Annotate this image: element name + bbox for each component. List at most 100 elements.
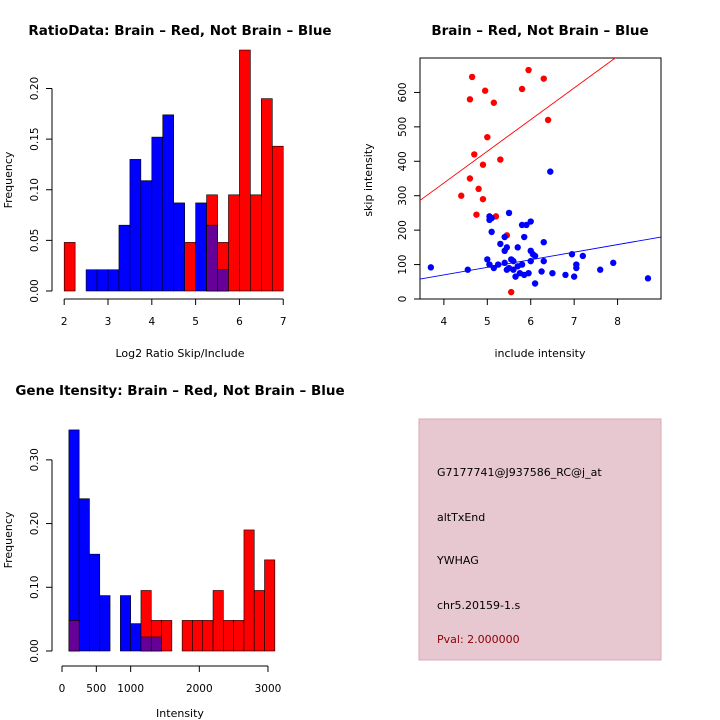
histogram-bar-not-brain — [140, 180, 153, 292]
scatter-point-not-brain — [510, 266, 517, 273]
scatter-point-brain — [475, 185, 482, 193]
ratio-title: RatioData: Brain – Red, Not Brain – Blue — [28, 23, 331, 39]
histogram-bar-overlap — [150, 636, 162, 652]
info-box — [418, 418, 662, 661]
scatter-ylabel: skip intensity — [362, 143, 375, 217]
scatter-point-brain — [544, 116, 552, 124]
scatter-point-not-brain — [527, 218, 534, 225]
histogram-bar-overlap — [68, 620, 80, 652]
scatter-point-not-brain — [531, 252, 539, 260]
x-tick-label: 500 — [86, 683, 106, 695]
scatter-point-not-brain — [547, 168, 554, 175]
scatter-point-not-brain — [644, 275, 652, 282]
histogram-bar-not-brain — [173, 202, 185, 292]
histogram-bar-not-brain — [151, 136, 164, 292]
scatter-point-not-brain — [505, 209, 513, 217]
x-tick-label: 1000 — [117, 683, 144, 695]
histogram-bar-brain — [212, 590, 224, 652]
scatter-xlabel: include intensity — [494, 347, 586, 360]
event-type: altTxEnd — [437, 511, 485, 524]
scatter-point-not-brain — [501, 247, 508, 254]
histogram-bar-not-brain — [195, 202, 207, 292]
pval-text: Pval: 2.000000 — [437, 633, 520, 646]
scatter-point-not-brain — [488, 214, 495, 222]
y-tick-label: 100 — [397, 255, 409, 275]
scatter-point-not-brain — [464, 266, 471, 273]
histogram-bar-not-brain — [120, 595, 131, 652]
scatter-point-brain — [458, 192, 465, 199]
histogram-bar-brain — [184, 242, 196, 292]
histogram-bar-brain — [261, 98, 273, 292]
scatter-title: Brain – Red, Not Brain – Blue — [431, 23, 648, 39]
histogram-bar-brain — [223, 620, 234, 652]
scatter-point-not-brain — [597, 266, 604, 273]
y-tick-label: 0.30 — [29, 448, 41, 471]
histogram-bar-brain — [202, 620, 214, 652]
scatter-point-not-brain — [497, 240, 504, 248]
y-tick-label: 500 — [397, 117, 409, 137]
scatter-point-not-brain — [540, 257, 547, 265]
probe-id: G7177741@J937586_RC@j_at — [437, 466, 602, 479]
scatter-point-brain — [490, 99, 498, 106]
x-tick-label: 2000 — [186, 683, 213, 695]
scatter-point-not-brain — [512, 273, 519, 280]
scatter-point-brain — [466, 175, 474, 182]
histogram-bar-brain — [161, 620, 173, 652]
scatter-point-brain — [525, 66, 532, 74]
scatter-point-brain — [479, 161, 487, 168]
histogram-bar-overlap — [217, 269, 229, 292]
histogram-bar-brain — [250, 194, 262, 292]
y-tick-label: 0.05 — [29, 229, 41, 252]
y-tick-label: 0.20 — [29, 77, 41, 100]
gene-title: Gene Itensity: Brain – Red, Not Brain – … — [15, 383, 344, 399]
scatter-point-not-brain — [488, 228, 495, 236]
scatter-point-not-brain — [610, 259, 617, 267]
scatter-point-brain — [507, 288, 515, 296]
scatter-point-not-brain — [427, 264, 435, 271]
x-tick-label: 7 — [280, 316, 287, 328]
histogram-bar-not-brain — [129, 159, 142, 292]
scatter-point-brain — [540, 75, 547, 82]
y-tick-label: 0.10 — [29, 178, 41, 201]
y-tick-label: 0 — [397, 296, 409, 303]
histogram-bar-brain — [264, 559, 276, 652]
x-tick-label: 5 — [484, 316, 491, 328]
histogram-bar-not-brain — [107, 269, 120, 292]
histogram-bar-brain — [239, 49, 251, 292]
chrom-location: chr5.20159-1.s — [437, 599, 520, 612]
histogram-bar-overlap — [206, 224, 218, 292]
histogram-bar-brain — [192, 620, 204, 652]
histogram-bar-overlap — [140, 636, 152, 652]
ratio-xlabel: Log2 Ratio Skip/Include — [115, 347, 244, 360]
histogram-bar-brain — [271, 145, 284, 292]
ratio-ylabel: Frequency — [2, 151, 15, 208]
y-tick-label: 400 — [397, 151, 409, 171]
histogram-bar-not-brain — [99, 595, 111, 652]
scatter-point-brain — [518, 85, 526, 93]
x-tick-label: 4 — [148, 316, 155, 328]
scatter-point-not-brain — [573, 264, 580, 272]
scatter-point-not-brain — [570, 273, 578, 280]
histogram-bar-brain — [243, 529, 255, 652]
scatter-point-brain — [497, 156, 504, 163]
scatter-point-not-brain — [540, 238, 547, 246]
scatter-point-not-brain — [486, 261, 493, 268]
histogram-bar-not-brain — [118, 224, 131, 292]
y-tick-label: 0.20 — [29, 512, 41, 535]
histogram-bar-not-brain — [78, 498, 90, 652]
scatter-point-not-brain — [514, 244, 521, 251]
gene-histogram: 0 500 1000 2000 3000 0.00 0.10 0.20 0.30 — [29, 429, 281, 695]
y-tick-label: 0.00 — [29, 279, 41, 302]
y-tick-label: 600 — [397, 82, 409, 102]
histogram-bar-brain — [253, 590, 265, 652]
x-tick-label: 6 — [236, 316, 243, 328]
scatter-point-not-brain — [538, 268, 545, 275]
x-tick-label: 3 — [105, 316, 112, 328]
scatter-point-not-brain — [579, 252, 587, 260]
scatter-point-not-brain — [518, 261, 526, 268]
histogram-bar-not-brain — [130, 623, 142, 652]
scatter-point-brain — [484, 133, 491, 141]
y-tick-label: 300 — [397, 186, 409, 206]
histogram-bar-brain — [228, 194, 240, 292]
